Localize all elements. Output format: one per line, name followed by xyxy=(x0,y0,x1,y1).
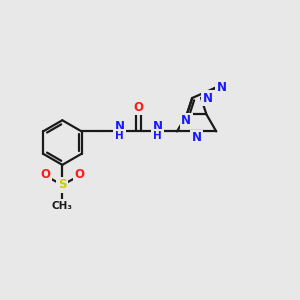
Text: N: N xyxy=(203,92,213,104)
Text: O: O xyxy=(134,100,143,114)
Text: O: O xyxy=(40,168,50,181)
Text: N: N xyxy=(217,81,226,94)
Text: N: N xyxy=(192,131,202,145)
Text: H: H xyxy=(115,131,124,141)
Text: S: S xyxy=(58,178,67,191)
Text: CH₃: CH₃ xyxy=(52,201,73,211)
Text: N: N xyxy=(181,115,191,128)
Text: H: H xyxy=(153,131,162,141)
Text: N: N xyxy=(115,120,124,133)
Text: N: N xyxy=(152,120,162,133)
Text: O: O xyxy=(74,168,84,181)
